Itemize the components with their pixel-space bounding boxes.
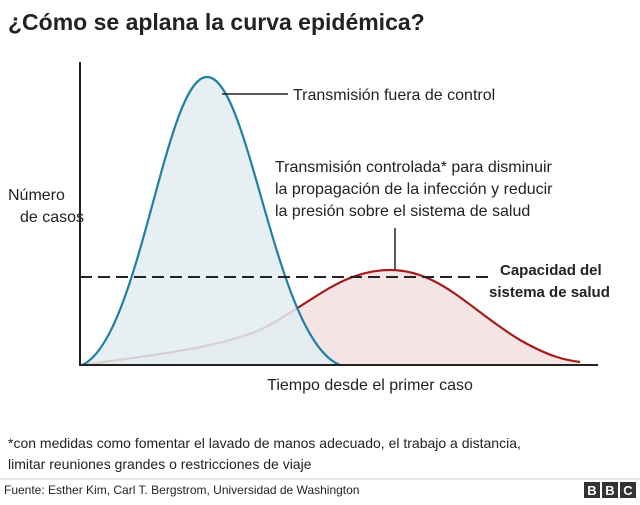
- annotation: la propagación de la infección y reducir: [275, 181, 553, 198]
- logo-box: [620, 482, 636, 498]
- capacity-label: Capacidad del: [500, 262, 602, 279]
- annotation: la presión sobre el sistema de salud: [275, 203, 530, 220]
- controlled-area: [82, 270, 580, 365]
- uncontrolled-area: [82, 77, 340, 365]
- y-axis-label: de casos: [20, 209, 84, 226]
- logo-letter: B: [605, 483, 614, 498]
- logo: B B C: [584, 482, 636, 498]
- source: Fuente: Esther Kim, Carl T. Bergstrom, U…: [4, 483, 359, 497]
- title: ¿Cómo se aplana la curva epidémica?: [8, 9, 425, 35]
- logo-box: [602, 482, 618, 498]
- footnote: *con medidas como fomentar el lavado de …: [8, 435, 521, 451]
- logo-letter: C: [623, 483, 633, 498]
- logo-letter: B: [587, 483, 596, 498]
- y-axis-label: Número: [8, 187, 65, 204]
- logo-box: [584, 482, 600, 498]
- annotation: Transmisión fuera de control: [293, 87, 495, 104]
- uncontrolled-curve: [81, 75, 341, 367]
- footnote: limitar reuniones grandes o restriccione…: [8, 456, 312, 472]
- x-axis-label: Tiempo desde el primer caso: [267, 377, 473, 394]
- capacity-label: sistema de salud: [489, 284, 610, 301]
- annotation: Transmisión controlada* para disminuir: [275, 159, 553, 176]
